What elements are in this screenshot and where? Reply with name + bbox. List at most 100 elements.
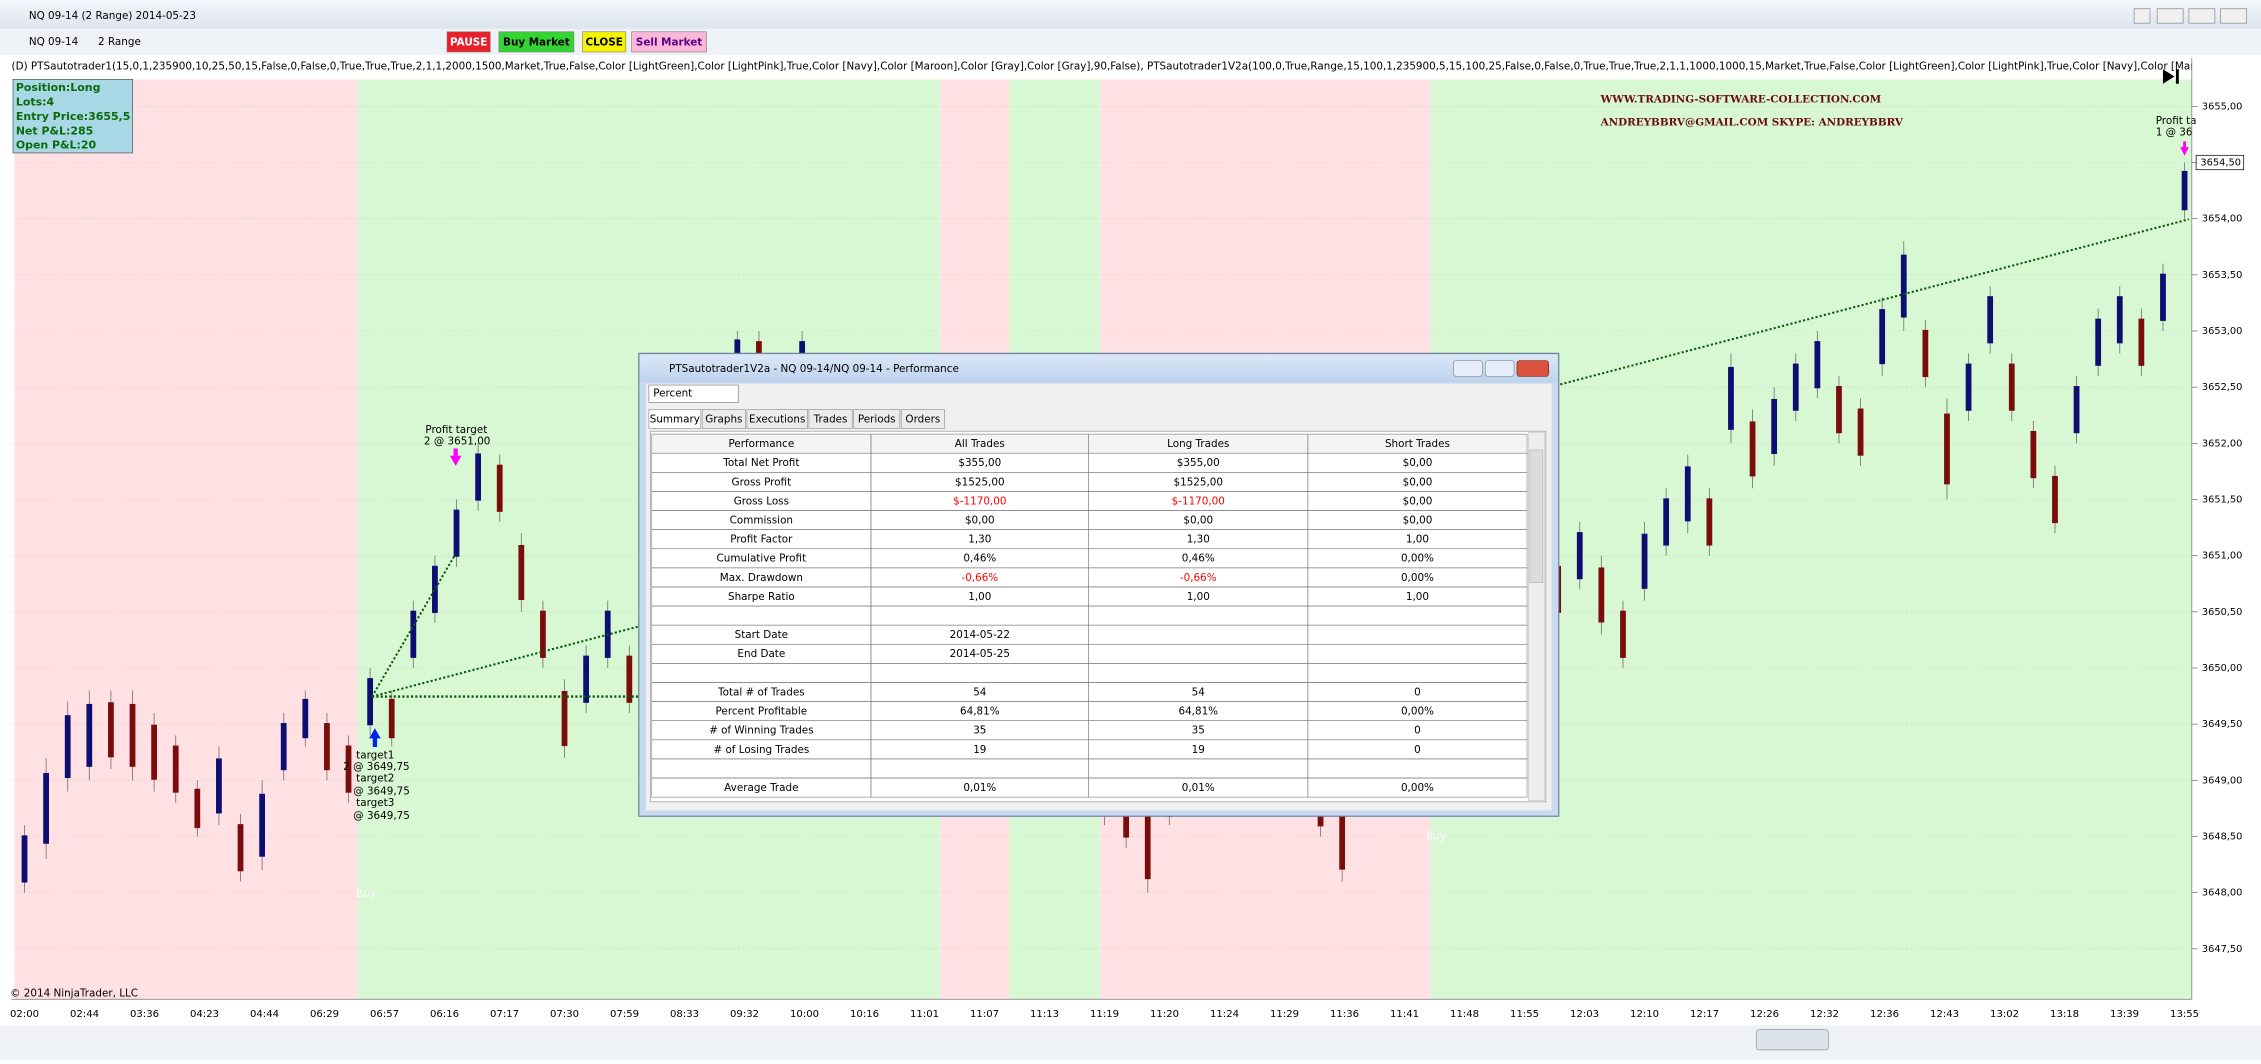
bar-body	[2073, 386, 2080, 434]
annotation: @ 3649,75	[353, 810, 410, 822]
copyright: © 2014 NinjaTrader, LLC	[10, 988, 138, 1000]
dropdown[interactable]	[648, 384, 739, 403]
tab[interactable]	[900, 409, 945, 429]
x-tick-label: 11:55	[1510, 1009, 1539, 1020]
annotation: 1 @ 36	[2156, 127, 2193, 139]
tab-label[interactable]: Periods	[858, 414, 896, 426]
toolbar-button-label[interactable]: Buy Market	[503, 37, 570, 49]
table-value: Total # of Trades	[717, 686, 805, 698]
bar-body	[1792, 363, 1799, 411]
tab-label[interactable]: Graphs	[705, 414, 742, 426]
x-tick-label: 12:36	[1870, 1009, 1899, 1020]
position-line: Open P&L:20	[16, 139, 97, 152]
tab[interactable]	[746, 409, 808, 429]
tab-label[interactable]: Orders	[905, 414, 940, 426]
bar-body	[86, 703, 93, 767]
bar-body	[1749, 421, 1756, 477]
table-value: Gross Loss	[734, 495, 789, 507]
bar-body	[367, 678, 374, 726]
scrollbar-thumb[interactable]	[1755, 1029, 1829, 1051]
toolbar-button[interactable]	[631, 31, 707, 53]
table-header-cell: All Trades	[955, 438, 1005, 450]
bar-body	[194, 788, 201, 829]
tab[interactable]	[853, 409, 901, 429]
bar-body	[1576, 532, 1583, 580]
table-value: Commission	[730, 515, 793, 527]
table-value: 64,81%	[1178, 706, 1218, 718]
table-value: $0,00	[1403, 495, 1433, 507]
x-tick-label: 06:57	[370, 1009, 399, 1020]
bar-body	[2138, 318, 2145, 366]
bar-body	[1706, 498, 1713, 546]
y-tick-label: 3650,00	[2202, 663, 2243, 674]
tab-label[interactable]: Executions	[749, 414, 805, 426]
annotation: target1	[356, 750, 394, 762]
toolbar-button[interactable]	[498, 31, 575, 53]
table-value: $0,00	[1403, 457, 1433, 469]
play-icon[interactable]	[2162, 69, 2179, 84]
y-axis-labels: 3647,50 3648,00 3648,50 3649,00 3649,50 3650,…	[2191, 101, 2245, 955]
title-bar	[0, 0, 2261, 29]
toolbar-button-label[interactable]: CLOSE	[586, 37, 623, 49]
bar-body	[1620, 610, 1626, 658]
table-value: 35	[1192, 725, 1205, 737]
table-value: 0,00%	[1401, 572, 1434, 584]
sell-arrow	[2180, 141, 2189, 156]
position-line: Entry Price:3655,5	[16, 110, 130, 123]
bar-body	[518, 544, 525, 601]
annotation: target2	[356, 773, 394, 785]
x-tick-label: 13:39	[2110, 1009, 2139, 1020]
window-button[interactable]	[2133, 8, 2151, 24]
tab[interactable]	[701, 409, 746, 429]
table-value: $0,00	[1403, 476, 1433, 488]
maximize-button[interactable]	[2188, 8, 2216, 24]
dialog-title-bar	[640, 354, 1558, 383]
maximize-button[interactable]	[1484, 360, 1515, 377]
instrument-select[interactable]: NQ 09-14	[29, 36, 79, 48]
bar-body	[1728, 366, 1734, 430]
annotation: Profit ta	[2156, 115, 2197, 127]
table-value: Cumulative Profit	[717, 553, 807, 565]
table-value: 1,30	[968, 534, 991, 546]
table-value: 64,81%	[960, 706, 1000, 718]
y-tick-label: 3649,50	[2202, 719, 2243, 730]
x-tick-label: 12:03	[1570, 1009, 1599, 1020]
close-button[interactable]	[2220, 8, 2247, 24]
toolbar-button-label[interactable]: Sell Market	[636, 37, 702, 49]
exit-line	[371, 553, 457, 698]
dropdown-value[interactable]: Percent	[653, 388, 692, 400]
bar-body	[388, 698, 395, 739]
table-value: 0,01%	[1182, 782, 1215, 794]
table-scroll-thumb[interactable]	[1529, 449, 1544, 583]
bar-body	[1922, 329, 1929, 378]
x-tick-label: 04:44	[250, 1009, 279, 1020]
minimize-button[interactable]	[2156, 8, 2184, 24]
tabs: Summary Graphs Executions Trades Periods Orde…	[648, 409, 945, 429]
watermark-contact: ANDREYBBRV@GMAIL.COM SKYPE: ANDREYBBRV	[1600, 117, 1904, 129]
table-value: 0,01%	[963, 782, 996, 794]
toolbar-button[interactable]	[582, 31, 627, 53]
minimize-button[interactable]	[1453, 360, 1483, 377]
tab-label[interactable]: Summary	[650, 414, 700, 426]
interval-select[interactable]: 2 Range	[98, 36, 141, 48]
table-header-cell: Long Trades	[1167, 438, 1229, 450]
toolbar-button[interactable]	[446, 31, 491, 53]
table-value: Max. Drawdown	[720, 572, 803, 584]
y-tick-label: 3647,50	[2202, 944, 2243, 955]
tab[interactable]	[808, 409, 853, 429]
x-tick-label: 06:16	[430, 1009, 459, 1020]
tab-label[interactable]: Trades	[813, 414, 848, 426]
window-title: NQ 09-14 (2 Range) 2014-05-23	[29, 10, 196, 22]
tab[interactable]	[648, 409, 702, 429]
table-value: 0,00%	[1401, 553, 1434, 565]
close-button[interactable]	[1516, 360, 1550, 377]
table-value: Percent Profitable	[716, 706, 808, 718]
y-tick-label: 3654,00	[2202, 214, 2243, 225]
table-value: Gross Profit	[732, 476, 792, 488]
toolbar-button-label[interactable]: PAUSE	[450, 37, 487, 49]
buy-arrow	[369, 728, 381, 748]
bar-body	[1944, 413, 1950, 485]
position-box	[12, 79, 134, 154]
